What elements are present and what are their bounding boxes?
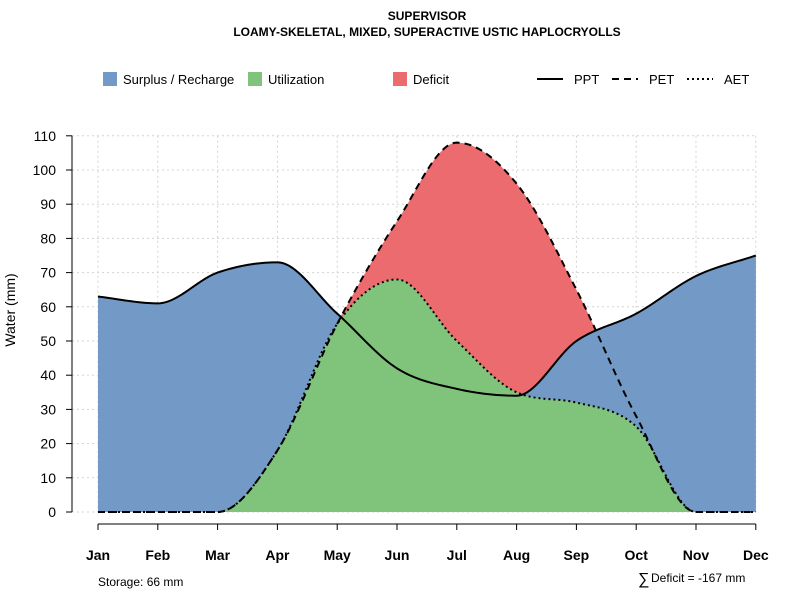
y-tick-label: 90 — [40, 196, 56, 212]
x-tick-label: Aug — [503, 547, 530, 563]
legend-label-pet: PET — [649, 72, 674, 87]
y-tick-label: 0 — [48, 504, 56, 520]
y-tick-label: 10 — [40, 470, 56, 486]
legend-label-deficit: Deficit — [413, 72, 450, 87]
legend-swatch-deficit — [393, 72, 407, 86]
ppt-line — [97, 254, 757, 397]
axes: 0 10 20 30 40 50 60 70 80 90 100 110 Jan Feb Mar Apr May… — [33, 128, 769, 563]
y-tick-label: 60 — [40, 299, 56, 315]
x-tick-label: Jul — [447, 547, 467, 563]
legend-swatch-surplus — [103, 72, 117, 86]
y-tick-label: 70 — [40, 265, 56, 281]
sum-symbol: ∑ — [638, 571, 649, 588]
y-tick-label: 100 — [33, 162, 57, 178]
y-tick-label: 110 — [34, 128, 57, 144]
legend-label-ppt: PPT — [574, 72, 599, 87]
y-tick-label: 30 — [40, 401, 56, 417]
x-tick-label: Jun — [385, 547, 410, 563]
x-tick-label: Mar — [205, 547, 230, 563]
x-tick-label: Feb — [145, 547, 170, 563]
x-tick-label: Nov — [683, 547, 710, 563]
legend-swatch-utilization — [248, 72, 262, 86]
series-lines — [97, 141, 757, 513]
area-fills — [98, 142, 756, 512]
x-tick-label: May — [324, 547, 351, 563]
pet-line — [98, 141, 756, 513]
y-tick-label: 80 — [40, 230, 56, 246]
x-tick-label: Jan — [86, 547, 110, 563]
chart-subtitle: LOAMY-SKELETAL, MIXED, SUPERACTIVE USTIC… — [233, 25, 620, 39]
storage-note: Storage: 66 mm — [98, 575, 183, 589]
y-tick-label: 20 — [40, 436, 56, 452]
y-tick-label: 40 — [40, 367, 56, 383]
x-tick-label: Oct — [625, 547, 649, 563]
deficit-note: Deficit = -167 mm — [651, 571, 745, 585]
utilization-area — [98, 279, 756, 512]
y-tick-label: 50 — [40, 333, 56, 349]
legend-label-surplus: Surplus / Recharge — [123, 72, 234, 87]
x-tick-label: Sep — [564, 547, 590, 563]
chart-title: SUPERVISOR — [388, 9, 467, 23]
x-tick-label: Apr — [265, 547, 290, 563]
y-axis-label: Water (mm) — [2, 273, 18, 346]
x-tick-label: Dec — [743, 547, 769, 563]
legend-label-aet: AET — [724, 72, 749, 87]
legend-label-utilization: Utilization — [268, 72, 324, 87]
legend: Surplus / Recharge Utilization Deficit P… — [103, 72, 749, 87]
